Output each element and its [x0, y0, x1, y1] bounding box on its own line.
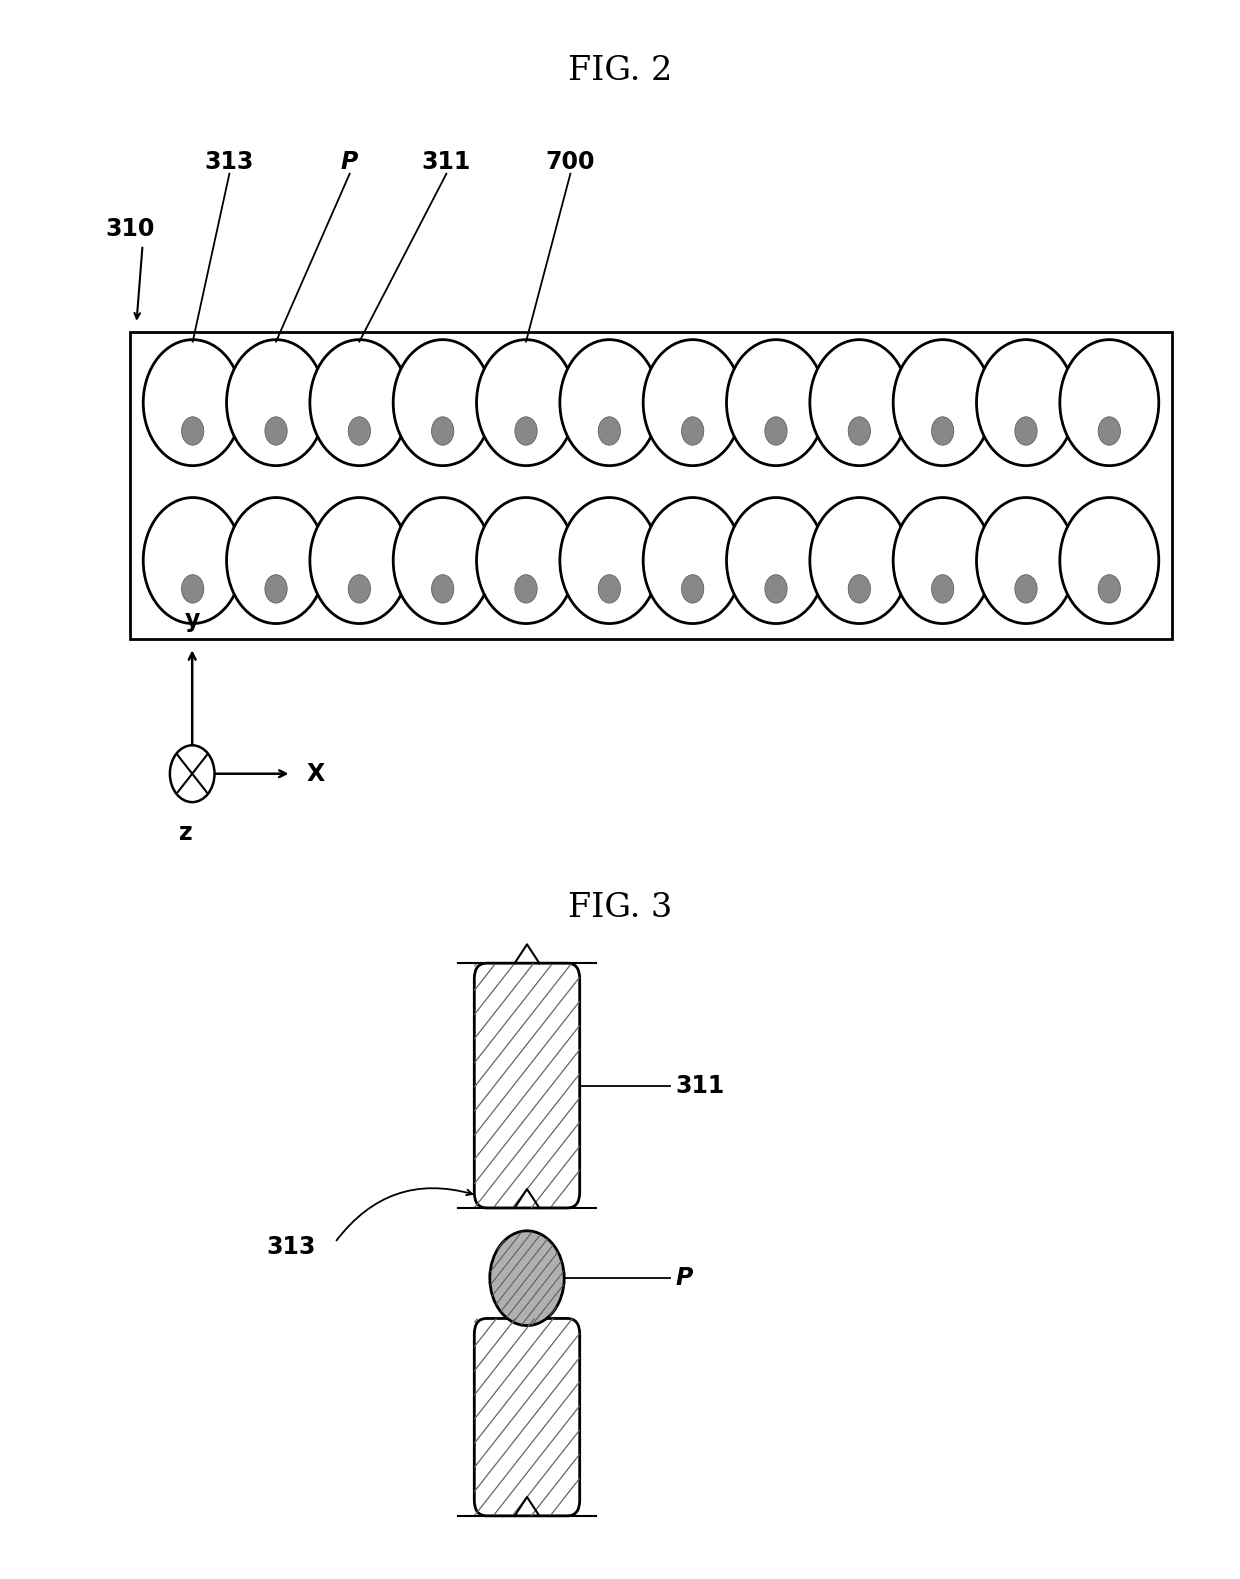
Circle shape — [893, 497, 992, 624]
Text: FIG. 3: FIG. 3 — [568, 892, 672, 924]
Circle shape — [170, 745, 215, 802]
Circle shape — [490, 1232, 564, 1326]
Circle shape — [682, 575, 704, 603]
Circle shape — [181, 417, 203, 445]
Bar — [130, 332, 1172, 639]
Circle shape — [977, 339, 1075, 466]
Circle shape — [559, 339, 658, 466]
Text: 700: 700 — [546, 150, 595, 174]
Circle shape — [931, 417, 954, 445]
Circle shape — [393, 339, 492, 466]
Text: 313: 313 — [205, 150, 254, 174]
Circle shape — [181, 575, 203, 603]
Circle shape — [143, 339, 242, 466]
Text: X: X — [306, 761, 325, 786]
Circle shape — [810, 497, 909, 624]
Circle shape — [977, 497, 1075, 624]
Circle shape — [682, 417, 704, 445]
Circle shape — [810, 339, 909, 466]
Circle shape — [848, 417, 870, 445]
Text: P: P — [341, 150, 358, 174]
FancyBboxPatch shape — [474, 963, 580, 1208]
Circle shape — [1099, 417, 1121, 445]
Circle shape — [310, 497, 409, 624]
Circle shape — [848, 575, 870, 603]
Circle shape — [893, 339, 992, 466]
Circle shape — [227, 339, 325, 466]
Text: y: y — [185, 608, 200, 632]
Circle shape — [476, 497, 575, 624]
Circle shape — [644, 497, 742, 624]
Circle shape — [1014, 575, 1037, 603]
FancyBboxPatch shape — [474, 1318, 580, 1516]
Text: 311: 311 — [676, 1074, 725, 1097]
Text: 313: 313 — [267, 1235, 316, 1260]
Circle shape — [598, 417, 620, 445]
Text: FIG. 2: FIG. 2 — [568, 55, 672, 87]
Text: 311: 311 — [422, 150, 471, 174]
Circle shape — [348, 575, 371, 603]
Circle shape — [727, 339, 826, 466]
Circle shape — [727, 497, 826, 624]
Circle shape — [227, 497, 325, 624]
Circle shape — [393, 497, 492, 624]
Circle shape — [1099, 575, 1121, 603]
Circle shape — [515, 575, 537, 603]
Circle shape — [765, 575, 787, 603]
Text: 310: 310 — [105, 216, 155, 242]
Text: P: P — [676, 1266, 693, 1290]
Circle shape — [432, 575, 454, 603]
Circle shape — [310, 339, 409, 466]
Circle shape — [1060, 497, 1158, 624]
Circle shape — [143, 497, 242, 624]
Circle shape — [644, 339, 742, 466]
Circle shape — [265, 575, 288, 603]
Circle shape — [348, 417, 371, 445]
Circle shape — [931, 575, 954, 603]
Circle shape — [1014, 417, 1037, 445]
Circle shape — [559, 497, 658, 624]
Circle shape — [476, 339, 575, 466]
Circle shape — [598, 575, 620, 603]
Circle shape — [765, 417, 787, 445]
Circle shape — [265, 417, 288, 445]
Circle shape — [515, 417, 537, 445]
Text: z: z — [180, 821, 192, 845]
Circle shape — [432, 417, 454, 445]
Circle shape — [1060, 339, 1158, 466]
